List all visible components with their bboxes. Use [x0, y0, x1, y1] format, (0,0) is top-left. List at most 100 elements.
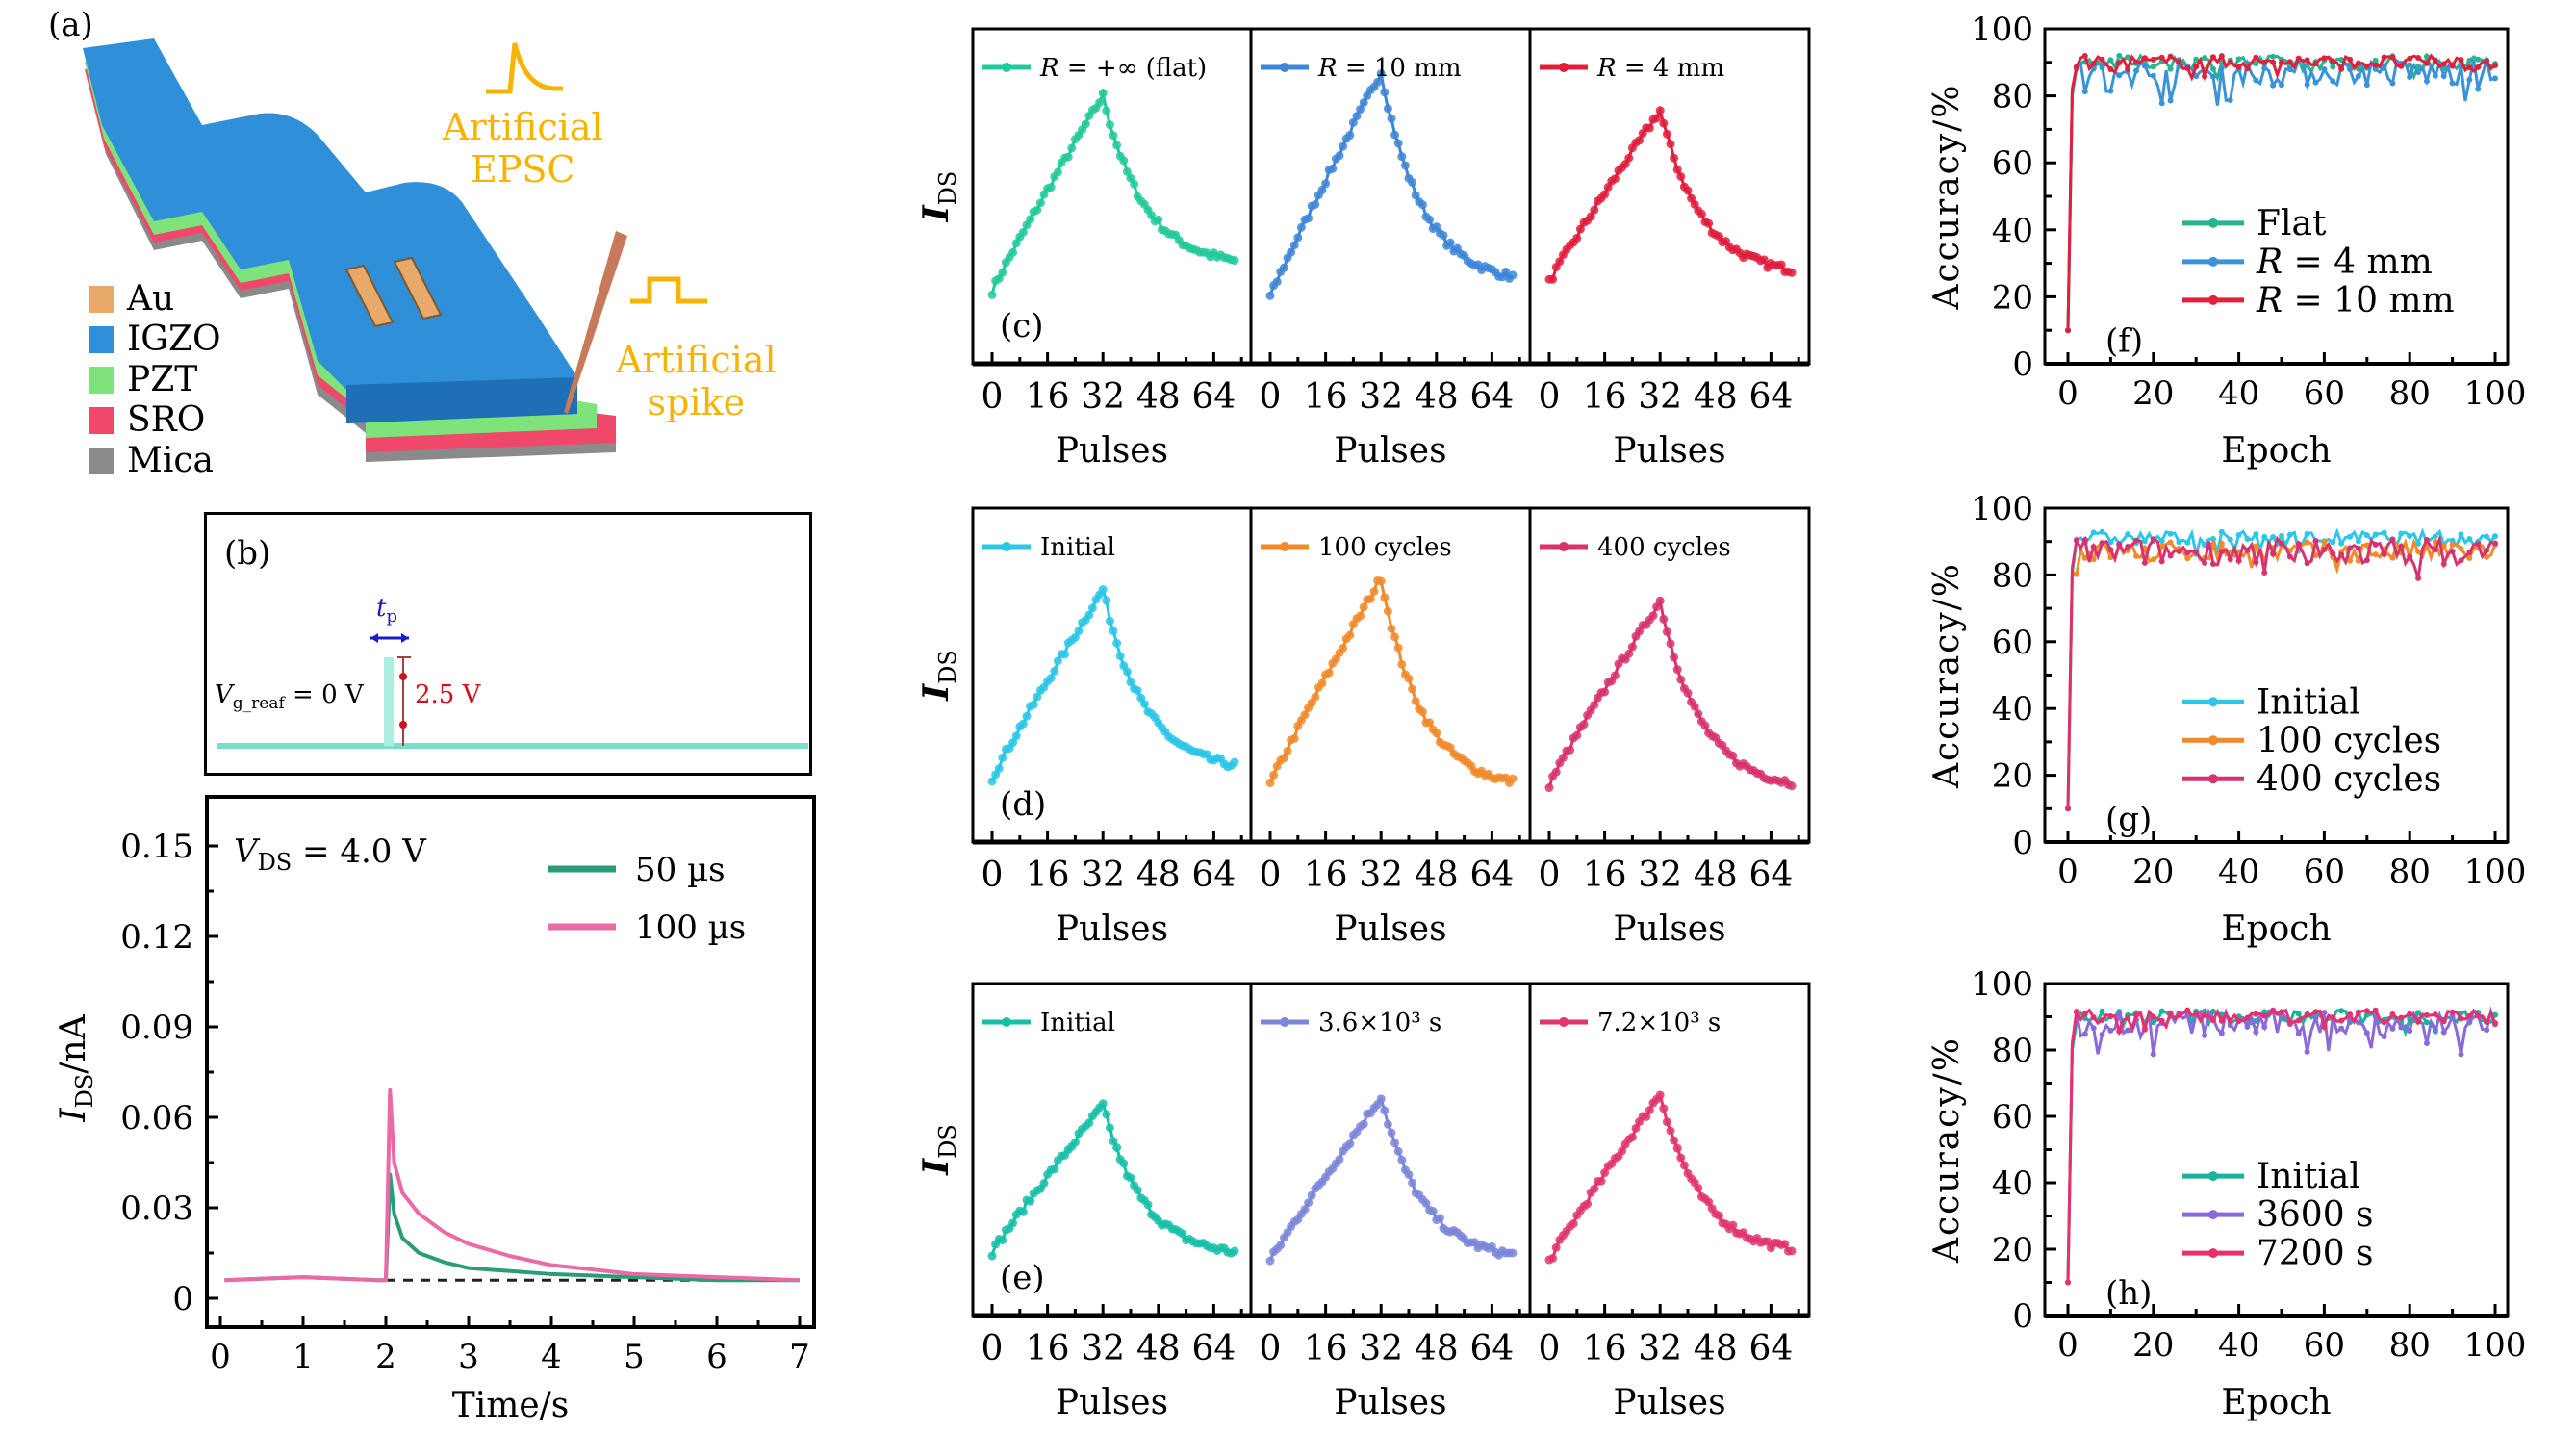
data-point — [1126, 678, 1135, 687]
data-point — [2184, 1012, 2191, 1019]
x-tick-label: 0 — [1260, 377, 1282, 417]
legend-text: = 4 mm — [2283, 243, 2433, 282]
data-point — [2158, 558, 2165, 565]
data-point — [998, 1236, 1007, 1245]
data-point — [1102, 596, 1111, 605]
y-tick-label: 0.12 — [120, 918, 193, 957]
data-point — [2398, 1014, 2405, 1021]
data-point — [1645, 123, 1654, 133]
y-tick-label: 0 — [2012, 824, 2033, 862]
data-point — [2363, 1011, 2370, 1018]
data-point — [1780, 1240, 1790, 1249]
legend-symbol: R — [1317, 54, 1338, 83]
data-point — [1348, 117, 1358, 127]
material-swatch — [89, 367, 114, 394]
data-point — [1590, 205, 1599, 215]
data-point — [2338, 1008, 2345, 1014]
data-point — [2125, 54, 2131, 61]
panel-a-label: (a) — [48, 6, 93, 44]
data-point — [2158, 538, 2165, 545]
data-point — [1376, 1094, 1386, 1104]
data-point — [1112, 141, 1122, 150]
data-point — [1501, 267, 1511, 276]
y-tick-label: 40 — [1992, 1164, 2033, 1203]
x-axis-label: Pulses — [1056, 431, 1168, 471]
data-point — [1704, 1197, 1714, 1207]
data-point — [2167, 552, 2174, 559]
data-point — [1610, 671, 1620, 680]
legend-symbol: R — [1596, 54, 1617, 83]
data-point — [2099, 1017, 2105, 1024]
data-point — [1279, 263, 1288, 272]
data-point — [2270, 82, 2277, 89]
material-swatch — [89, 448, 114, 474]
data-point — [2202, 559, 2208, 566]
data-point — [1627, 1133, 1637, 1142]
data-point — [1293, 233, 1303, 243]
data-point — [2167, 1010, 2174, 1016]
data-point — [2389, 536, 2396, 543]
data-point — [2312, 538, 2319, 545]
legend-label: R = 4 mm — [2256, 243, 2433, 282]
legend-text: = +∞ (flat) — [1059, 54, 1208, 83]
data-point — [2372, 57, 2379, 64]
y-tick-label: 80 — [1992, 78, 2033, 116]
data-point — [1679, 1161, 1689, 1170]
x-axis-label: Pulses — [1056, 1383, 1168, 1422]
data-point — [2355, 557, 2361, 564]
y-tick-label: 20 — [1992, 1231, 2033, 1269]
data-point — [1033, 692, 1042, 702]
x-tick-label: 32 — [1081, 856, 1125, 895]
accuracy-chart-h: 0 20 40 60 80 100 0 20 40 60 80 100 Epoch Accuracy/% I… — [1927, 965, 2526, 1422]
data-point — [2107, 1012, 2114, 1019]
data-point — [1345, 630, 1355, 640]
y-tick-label: 40 — [1992, 212, 2033, 250]
data-point — [987, 290, 997, 299]
data-point — [2312, 61, 2319, 67]
legend-symbol: R — [1039, 54, 1059, 83]
data-point — [1428, 1207, 1438, 1216]
legend-marker — [1280, 542, 1289, 551]
y-axis-label: IDS — [916, 171, 961, 223]
data-point — [2244, 65, 2251, 72]
data-point — [1676, 675, 1686, 684]
data-point — [2150, 1051, 2156, 1058]
data-point — [987, 1251, 997, 1261]
accuracy-chart-g: 0 20 40 60 80 100 0 20 40 60 80 100 Epoch Accuracy/% I… — [1927, 490, 2526, 949]
legend-text: 400 cycles — [1597, 533, 1731, 562]
data-point — [1376, 576, 1386, 586]
data-point — [1265, 1256, 1275, 1266]
data-point — [2133, 537, 2140, 544]
data-point — [2432, 533, 2438, 540]
data-point — [2415, 1010, 2422, 1016]
x-tick-label: 60 — [2304, 853, 2345, 891]
y-tick-label: 0.03 — [120, 1190, 193, 1228]
x-tick-label: 64 — [1748, 377, 1793, 417]
data-point — [2218, 540, 2225, 547]
data-point — [2355, 1019, 2361, 1026]
x-tick-label: 5 — [624, 1338, 645, 1376]
y-tick-label: 80 — [1992, 556, 2033, 595]
legend-marker — [2208, 294, 2218, 305]
data-point — [2253, 559, 2259, 566]
legend-marker — [1280, 1017, 1289, 1027]
data-point — [1230, 757, 1239, 767]
material-swatch — [89, 407, 114, 434]
data-point — [2209, 535, 2216, 542]
data-point — [1417, 707, 1427, 717]
data-point — [2338, 551, 2345, 558]
data-point — [2176, 548, 2182, 554]
x-tick-label: 0 — [982, 1329, 1004, 1369]
x-axis-label: Time/s — [452, 1386, 570, 1425]
data-point — [2304, 560, 2310, 567]
x-tick-label: 16 — [1304, 856, 1348, 895]
data-point — [1728, 1220, 1738, 1230]
data-point — [2133, 67, 2140, 74]
x-tick-label: 32 — [1359, 1329, 1403, 1369]
y-label-symbol: I — [916, 1158, 956, 1176]
data-point — [1317, 678, 1327, 688]
data-point — [1659, 1104, 1669, 1113]
x-tick-label: 0 — [2057, 1326, 2079, 1365]
data-point — [2167, 65, 2174, 72]
data-point — [2116, 541, 2123, 548]
